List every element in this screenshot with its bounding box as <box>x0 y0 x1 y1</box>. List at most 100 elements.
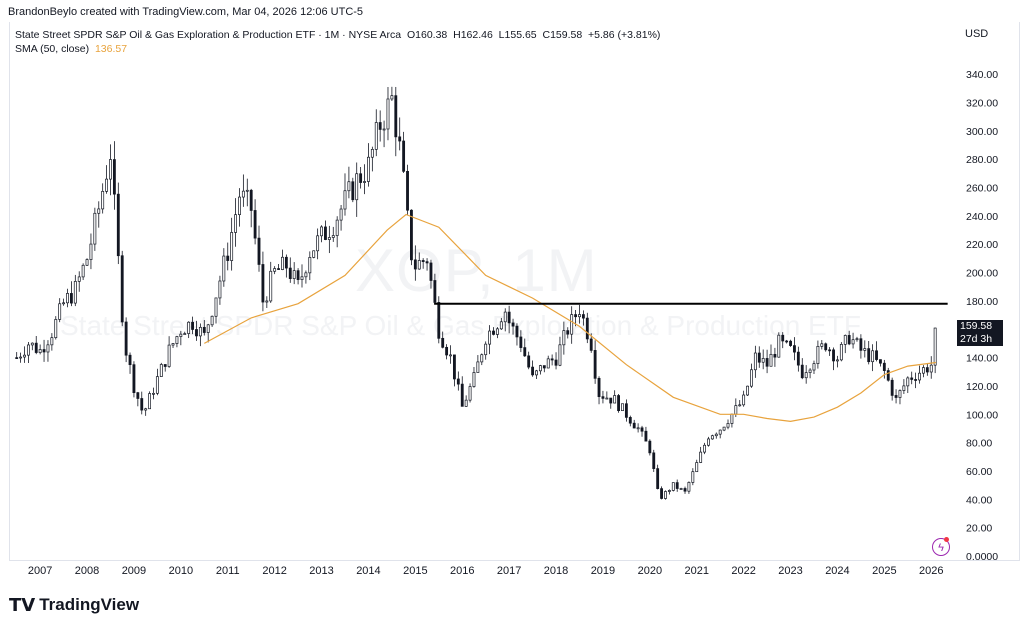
y-tick-label: 320.00 <box>966 98 998 110</box>
candle-body <box>460 383 464 407</box>
candle-body <box>804 372 808 379</box>
candle-body <box>81 264 85 278</box>
y-tick-label: 180.00 <box>966 296 998 308</box>
candle-body <box>503 311 507 323</box>
tradingview-logo[interactable]: TV TradingView <box>9 594 139 616</box>
x-axis: 2007 2008 2009 2010 2011 2012 2013 2014 2015 2016… <box>28 565 944 577</box>
candle-body <box>433 280 437 303</box>
candle-body <box>468 386 472 401</box>
candle-body <box>710 435 714 440</box>
symbol-description: State Street SPDR S&P Oil & Gas Explorat… <box>15 29 402 41</box>
candle-body <box>515 325 519 338</box>
candle-body <box>566 330 570 335</box>
candle-body <box>687 482 691 492</box>
y-tick-label: 20.00 <box>966 523 992 535</box>
x-tick-label: 2013 <box>309 565 333 577</box>
candle-body <box>476 361 480 373</box>
last-price: 159.58 <box>960 320 993 332</box>
open-value: 160.38 <box>415 29 448 41</box>
candle-body <box>703 444 706 453</box>
candle-body <box>245 189 249 192</box>
candle-body <box>929 364 933 373</box>
candle-body <box>609 397 613 404</box>
candle-body <box>628 417 632 424</box>
candle-body <box>335 219 339 236</box>
x-tick-label: 2010 <box>169 565 193 577</box>
candle-body <box>331 235 335 238</box>
candle-body <box>480 354 484 363</box>
candle-body <box>109 159 112 180</box>
candle-body <box>210 315 214 326</box>
candle-body <box>886 370 890 381</box>
candle-body <box>535 370 538 376</box>
y-tick-label: 300.00 <box>966 126 998 138</box>
x-tick-label: 2024 <box>825 565 849 577</box>
candle-body <box>93 212 97 245</box>
sma-value: 136.57 <box>94 43 128 55</box>
candle-body <box>101 190 105 210</box>
candle-body <box>722 426 726 431</box>
x-tick-label: 2020 <box>638 565 662 577</box>
candle-body <box>273 268 277 272</box>
candle-body <box>632 422 636 429</box>
candle-body <box>410 209 413 261</box>
candle-body <box>921 367 925 374</box>
notification-dot <box>944 537 949 542</box>
candle-body <box>871 350 875 363</box>
candle-body <box>378 122 382 130</box>
y-tick-label: 0.0000 <box>966 551 998 563</box>
x-tick-label: 2025 <box>872 565 896 577</box>
candle-body <box>613 395 617 404</box>
candle-body <box>472 372 476 387</box>
candle-body <box>46 344 50 353</box>
candle-body <box>406 170 409 211</box>
candle-body <box>765 358 769 367</box>
candle-body <box>816 346 820 364</box>
candle-body <box>863 348 867 351</box>
currency-label[interactable]: USD <box>965 28 989 40</box>
x-tick-label: 2016 <box>450 565 474 577</box>
candle-body <box>527 355 531 368</box>
candle-body <box>585 317 589 340</box>
candle-body <box>679 488 683 490</box>
x-tick-label: 2008 <box>75 565 99 577</box>
symbol-legend[interactable]: State Street SPDR S&P Oil & Gas Explorat… <box>15 29 660 41</box>
candle-body <box>390 95 394 100</box>
candle-body <box>910 377 914 380</box>
x-tick-label: 2007 <box>28 565 52 577</box>
candle-body <box>284 256 288 269</box>
candle-body <box>105 178 109 192</box>
candle-body <box>269 270 273 302</box>
candle-body <box>320 226 323 237</box>
candle-body <box>808 369 812 373</box>
bar-countdown: 27d 3h <box>960 333 993 345</box>
candle-body <box>789 340 792 346</box>
low-value: 155.65 <box>504 29 537 41</box>
candle-body <box>578 314 581 318</box>
chart-frame[interactable] <box>9 22 1020 561</box>
candle-body <box>699 451 703 463</box>
sma-line <box>204 213 936 423</box>
candle-body <box>167 344 171 367</box>
candle-body <box>531 366 535 376</box>
candle-body <box>257 237 261 265</box>
candle-body <box>374 122 378 150</box>
candle-body <box>234 214 237 233</box>
candle-body <box>538 365 542 372</box>
candle-body <box>890 379 894 396</box>
candle-body <box>363 181 366 183</box>
candle-body <box>42 349 46 353</box>
x-tick-label: 2021 <box>684 565 708 577</box>
candle-body <box>640 427 644 432</box>
candle-body <box>601 396 605 399</box>
candle-body <box>226 255 230 261</box>
candle-body <box>292 270 296 279</box>
candle-body <box>828 349 832 352</box>
candle-body <box>144 408 148 411</box>
candle-body <box>23 354 26 358</box>
sma-legend[interactable]: SMA (50, close) 136.57 <box>15 43 127 55</box>
flash-icon[interactable]: ϟ <box>932 538 950 556</box>
candle-body <box>265 300 269 303</box>
candle-body <box>714 433 718 437</box>
